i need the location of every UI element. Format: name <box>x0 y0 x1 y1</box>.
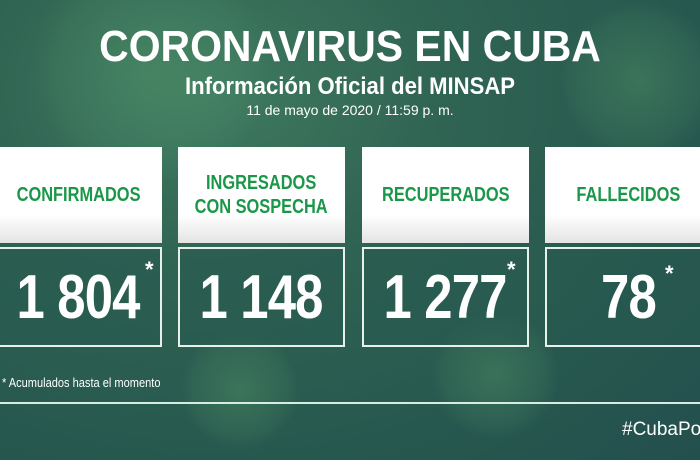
report-date: 11 de mayo de 2020 / 11:59 p. m. <box>246 102 454 118</box>
card-ingresados: INGRESADOS CON SOSPECHA 1 148 <box>178 147 345 347</box>
page-subtitle: Información Oficial del MINSAP <box>184 73 516 100</box>
card-label-container: RECUPERADOS <box>362 147 529 243</box>
card-label: FALLECIDOS <box>576 184 681 206</box>
card-value-container: 1 148 <box>178 247 345 347</box>
hashtag: #CubaPorLaSalud <box>622 419 700 440</box>
card-value-container: 78 * <box>545 247 700 347</box>
virus-decoration <box>180 330 300 450</box>
asterisk-icon: * <box>665 261 674 286</box>
asterisk-icon: * <box>145 257 154 282</box>
card-value-container: 1 277 * <box>362 247 529 347</box>
card-confirmados: CONFIRMADOS 1 804 * <box>0 147 162 347</box>
card-value: 1 148 <box>199 262 324 332</box>
card-label: CONFIRMADOS <box>16 184 141 206</box>
card-value: 78 <box>601 262 657 332</box>
card-value-container: 1 804 * <box>0 247 162 347</box>
card-label: INGRESADOS CON SOSPECHA <box>194 172 329 218</box>
divider <box>0 402 700 404</box>
virus-decoration <box>560 0 700 160</box>
card-label-container: INGRESADOS CON SOSPECHA <box>178 147 345 243</box>
card-label: RECUPERADOS <box>381 184 510 206</box>
footnote: * Acumulados hasta el momento <box>2 375 161 390</box>
card-label-container: CONFIRMADOS <box>0 147 162 243</box>
page-title: CORONAVIRUS EN CUBA <box>99 22 601 71</box>
card-recuperados: RECUPERADOS 1 277 * <box>362 147 529 347</box>
card-value: 1 804 <box>16 262 141 332</box>
asterisk-icon: * <box>507 257 516 282</box>
card-value: 1 277 <box>383 262 508 332</box>
card-label-container: FALLECIDOS <box>545 147 700 243</box>
card-fallecidos: FALLECIDOS 78 * <box>545 147 700 347</box>
